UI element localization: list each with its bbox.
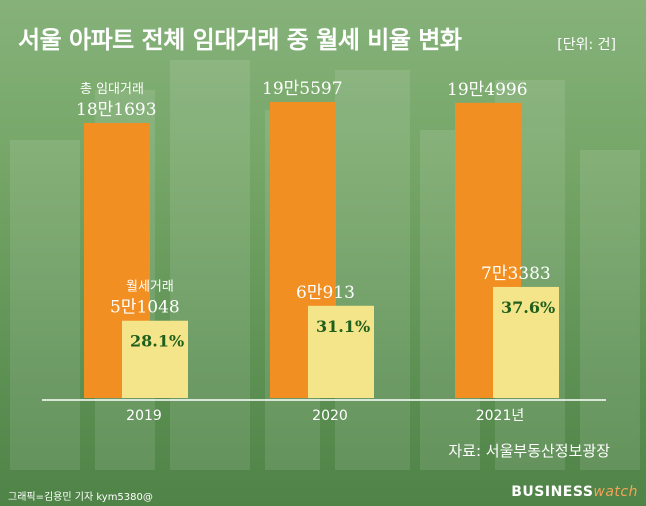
category-tick-label: 2020: [312, 408, 348, 424]
total-value-label: 18만1693: [76, 100, 157, 120]
bar-monthly-2: [493, 286, 559, 398]
ratio-label: 31.1%: [316, 317, 370, 336]
brand-light: watch: [593, 484, 638, 500]
category-tick-label: 2019: [126, 408, 162, 424]
ratio-label: 28.1%: [130, 332, 184, 351]
bar-monthly-1: [308, 305, 374, 398]
total-value-label: 19만4996: [447, 80, 528, 100]
ratio-label: 37.6%: [501, 298, 555, 317]
chart-title: 서울 아파트 전체 임대거래 중 월세 비율 변화: [18, 26, 462, 54]
source-note: 자료: 서울부동산정보광장: [448, 442, 610, 460]
monthly-value-label: 7만3383: [481, 264, 551, 284]
background-building: [10, 140, 80, 470]
background-building: [580, 150, 640, 470]
category-tick-label: 2021년: [476, 408, 525, 424]
brand-bold: BUSINESS: [511, 484, 594, 500]
brand-logo: BUSINESSwatch: [511, 484, 638, 500]
unit-label: [단위: 건]: [557, 37, 616, 53]
background-building: [335, 70, 410, 470]
graphic-credit: 그래픽=김용민 기자 kym5380@: [8, 492, 153, 503]
series-name-monthly: 월세거래: [126, 280, 174, 295]
bar-monthly-0: [122, 320, 188, 398]
monthly-value-label: 6만913: [296, 283, 355, 303]
monthly-value-label: 5만1048: [110, 298, 180, 318]
total-value-label: 19만5597: [262, 79, 343, 99]
background-building: [170, 60, 250, 470]
series-name-total: 총 임대거래: [80, 82, 144, 97]
